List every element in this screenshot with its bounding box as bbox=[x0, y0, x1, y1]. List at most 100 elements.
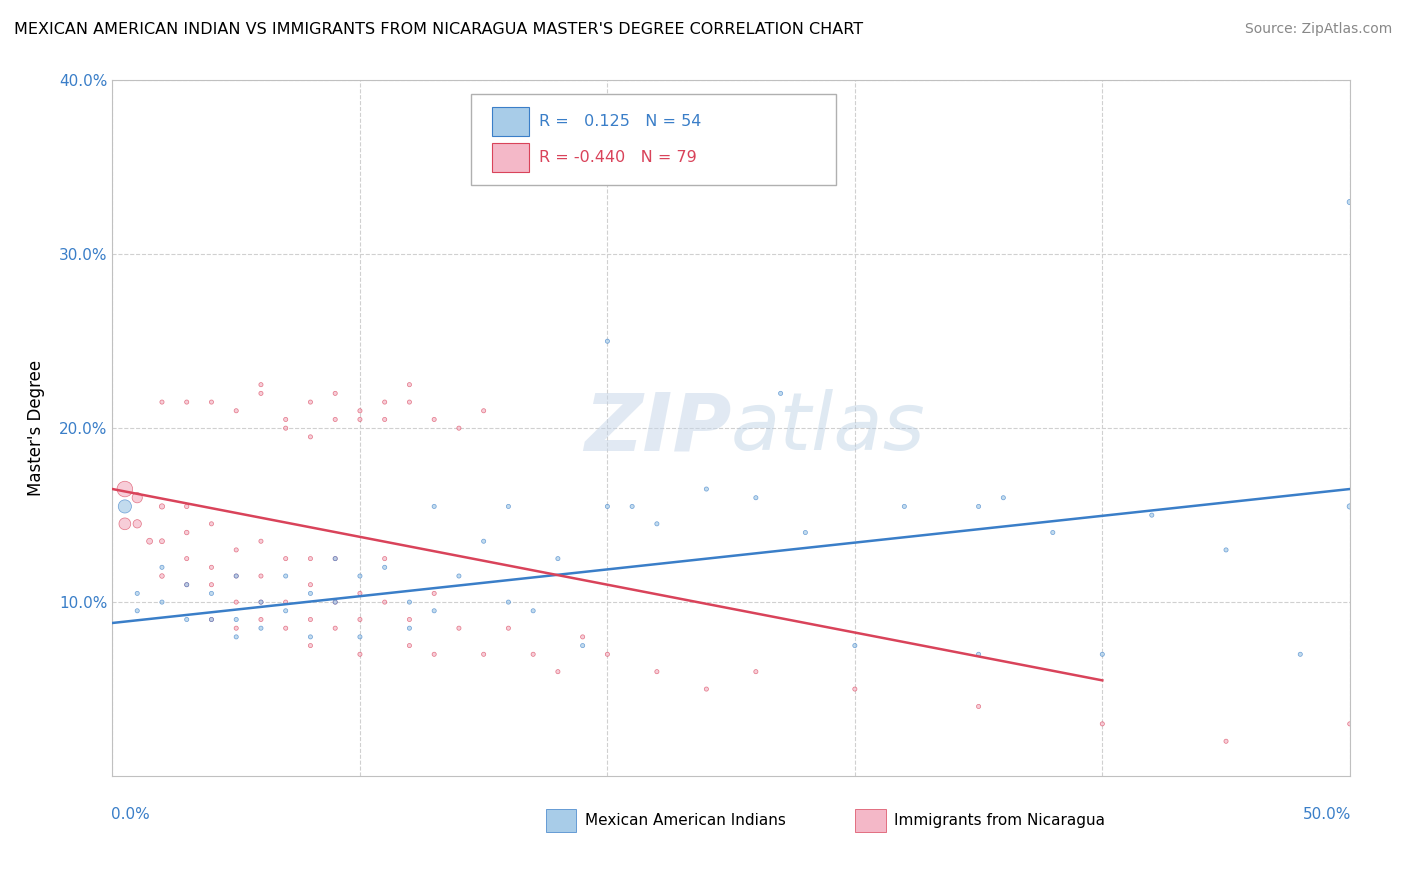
Point bbox=[200, 516, 222, 531]
Point bbox=[1339, 194, 1361, 209]
Point bbox=[967, 500, 990, 514]
Point bbox=[274, 621, 297, 635]
Point bbox=[1339, 500, 1361, 514]
Point bbox=[274, 551, 297, 566]
Point bbox=[844, 681, 866, 696]
Point bbox=[323, 551, 346, 566]
Point bbox=[374, 412, 396, 426]
Point bbox=[200, 586, 222, 600]
Point bbox=[349, 630, 371, 644]
Point bbox=[596, 334, 619, 348]
Point bbox=[150, 500, 173, 514]
Point bbox=[498, 595, 520, 609]
Point bbox=[250, 569, 273, 583]
Text: ZIP: ZIP bbox=[583, 389, 731, 467]
Point bbox=[299, 395, 322, 409]
Point bbox=[250, 595, 273, 609]
Point bbox=[200, 560, 222, 574]
Point bbox=[150, 569, 173, 583]
Point bbox=[127, 516, 149, 531]
Point bbox=[250, 534, 273, 549]
Point bbox=[323, 595, 346, 609]
Point bbox=[374, 595, 396, 609]
Point bbox=[114, 482, 136, 496]
Point bbox=[274, 412, 297, 426]
Point bbox=[225, 613, 247, 627]
Bar bbox=[492, 107, 530, 136]
Point bbox=[225, 403, 247, 417]
Point bbox=[571, 630, 593, 644]
Point bbox=[374, 551, 396, 566]
Point bbox=[225, 542, 247, 557]
Point bbox=[274, 595, 297, 609]
Point bbox=[250, 613, 273, 627]
Point bbox=[200, 613, 222, 627]
Point bbox=[1289, 648, 1312, 662]
Point bbox=[349, 403, 371, 417]
Point bbox=[1140, 508, 1163, 523]
Point bbox=[349, 412, 371, 426]
Point bbox=[745, 665, 768, 679]
Point bbox=[176, 500, 198, 514]
Point bbox=[250, 621, 273, 635]
Point bbox=[150, 395, 173, 409]
Point bbox=[447, 621, 470, 635]
Point bbox=[1339, 717, 1361, 731]
Point bbox=[447, 569, 470, 583]
Point bbox=[127, 586, 149, 600]
Point bbox=[299, 551, 322, 566]
Point bbox=[225, 569, 247, 583]
Point bbox=[645, 516, 668, 531]
Point bbox=[993, 491, 1015, 505]
Bar bbox=[492, 143, 530, 172]
Point bbox=[323, 621, 346, 635]
Point bbox=[150, 560, 173, 574]
Point bbox=[769, 386, 792, 401]
Point bbox=[323, 595, 346, 609]
Point bbox=[323, 551, 346, 566]
Point bbox=[150, 595, 173, 609]
Point bbox=[745, 491, 768, 505]
Point bbox=[472, 648, 495, 662]
Point bbox=[200, 613, 222, 627]
Point bbox=[596, 648, 619, 662]
Point bbox=[967, 699, 990, 714]
Point bbox=[274, 421, 297, 435]
Point bbox=[138, 534, 160, 549]
Point bbox=[225, 630, 247, 644]
Point bbox=[176, 578, 198, 592]
Point bbox=[645, 665, 668, 679]
Point bbox=[225, 569, 247, 583]
Point bbox=[596, 500, 619, 514]
Point bbox=[176, 525, 198, 540]
Y-axis label: Master's Degree: Master's Degree bbox=[27, 360, 45, 496]
Point bbox=[472, 534, 495, 549]
Text: atlas: atlas bbox=[731, 389, 927, 467]
Point bbox=[398, 613, 420, 627]
Point bbox=[398, 377, 420, 392]
Point bbox=[621, 500, 644, 514]
Point bbox=[498, 621, 520, 635]
Point bbox=[1215, 734, 1237, 748]
Point bbox=[176, 395, 198, 409]
Point bbox=[967, 648, 990, 662]
Point bbox=[695, 482, 717, 496]
Point bbox=[349, 586, 371, 600]
Point bbox=[200, 395, 222, 409]
Text: Mexican American Indians: Mexican American Indians bbox=[585, 814, 786, 828]
Point bbox=[695, 681, 717, 696]
Point bbox=[1215, 542, 1237, 557]
Point bbox=[522, 648, 544, 662]
Point bbox=[522, 604, 544, 618]
Point bbox=[250, 377, 273, 392]
Point bbox=[274, 604, 297, 618]
Point bbox=[547, 551, 569, 566]
Text: R = -0.440   N = 79: R = -0.440 N = 79 bbox=[540, 150, 697, 165]
Point bbox=[274, 569, 297, 583]
Point bbox=[398, 621, 420, 635]
Point bbox=[447, 421, 470, 435]
Point bbox=[349, 569, 371, 583]
Point bbox=[299, 639, 322, 653]
Point bbox=[423, 412, 446, 426]
Bar bbox=[546, 809, 576, 831]
